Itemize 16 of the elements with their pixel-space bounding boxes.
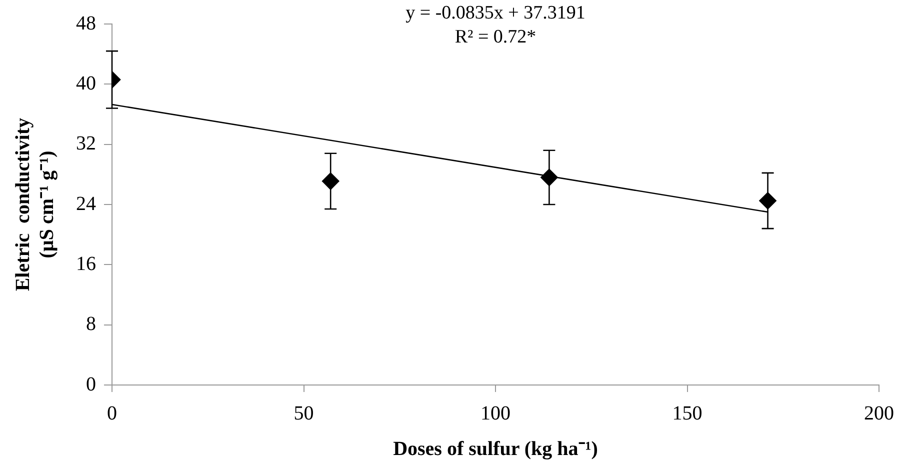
x-tick-label: 150 (672, 402, 702, 424)
x-tick-label: 50 (294, 402, 314, 424)
y-tick-label: 8 (86, 313, 96, 336)
y-tick-label: 32 (76, 132, 96, 155)
annotation: R² = 0.72* (454, 26, 536, 48)
text: y = -0.0835x + 37.3191 (406, 2, 586, 24)
y-tick-label: 0 (86, 373, 96, 396)
x-tick-label: 0 (107, 402, 117, 424)
x-tick-label: 100 (480, 402, 510, 424)
y-tick-label: 40 (76, 72, 96, 94)
y-axis-title: Eletric conductivity (µS cm⁻¹ g⁻¹) (12, 118, 58, 292)
x-tick-label: 200 (864, 402, 894, 424)
x-axis-title: Doses of sulfur (kg ha⁻¹) (393, 438, 598, 460)
y-tick-label: 24 (76, 192, 96, 215)
y-tick-label: 48 (76, 12, 96, 34)
y-tick-label: 16 (76, 252, 96, 275)
